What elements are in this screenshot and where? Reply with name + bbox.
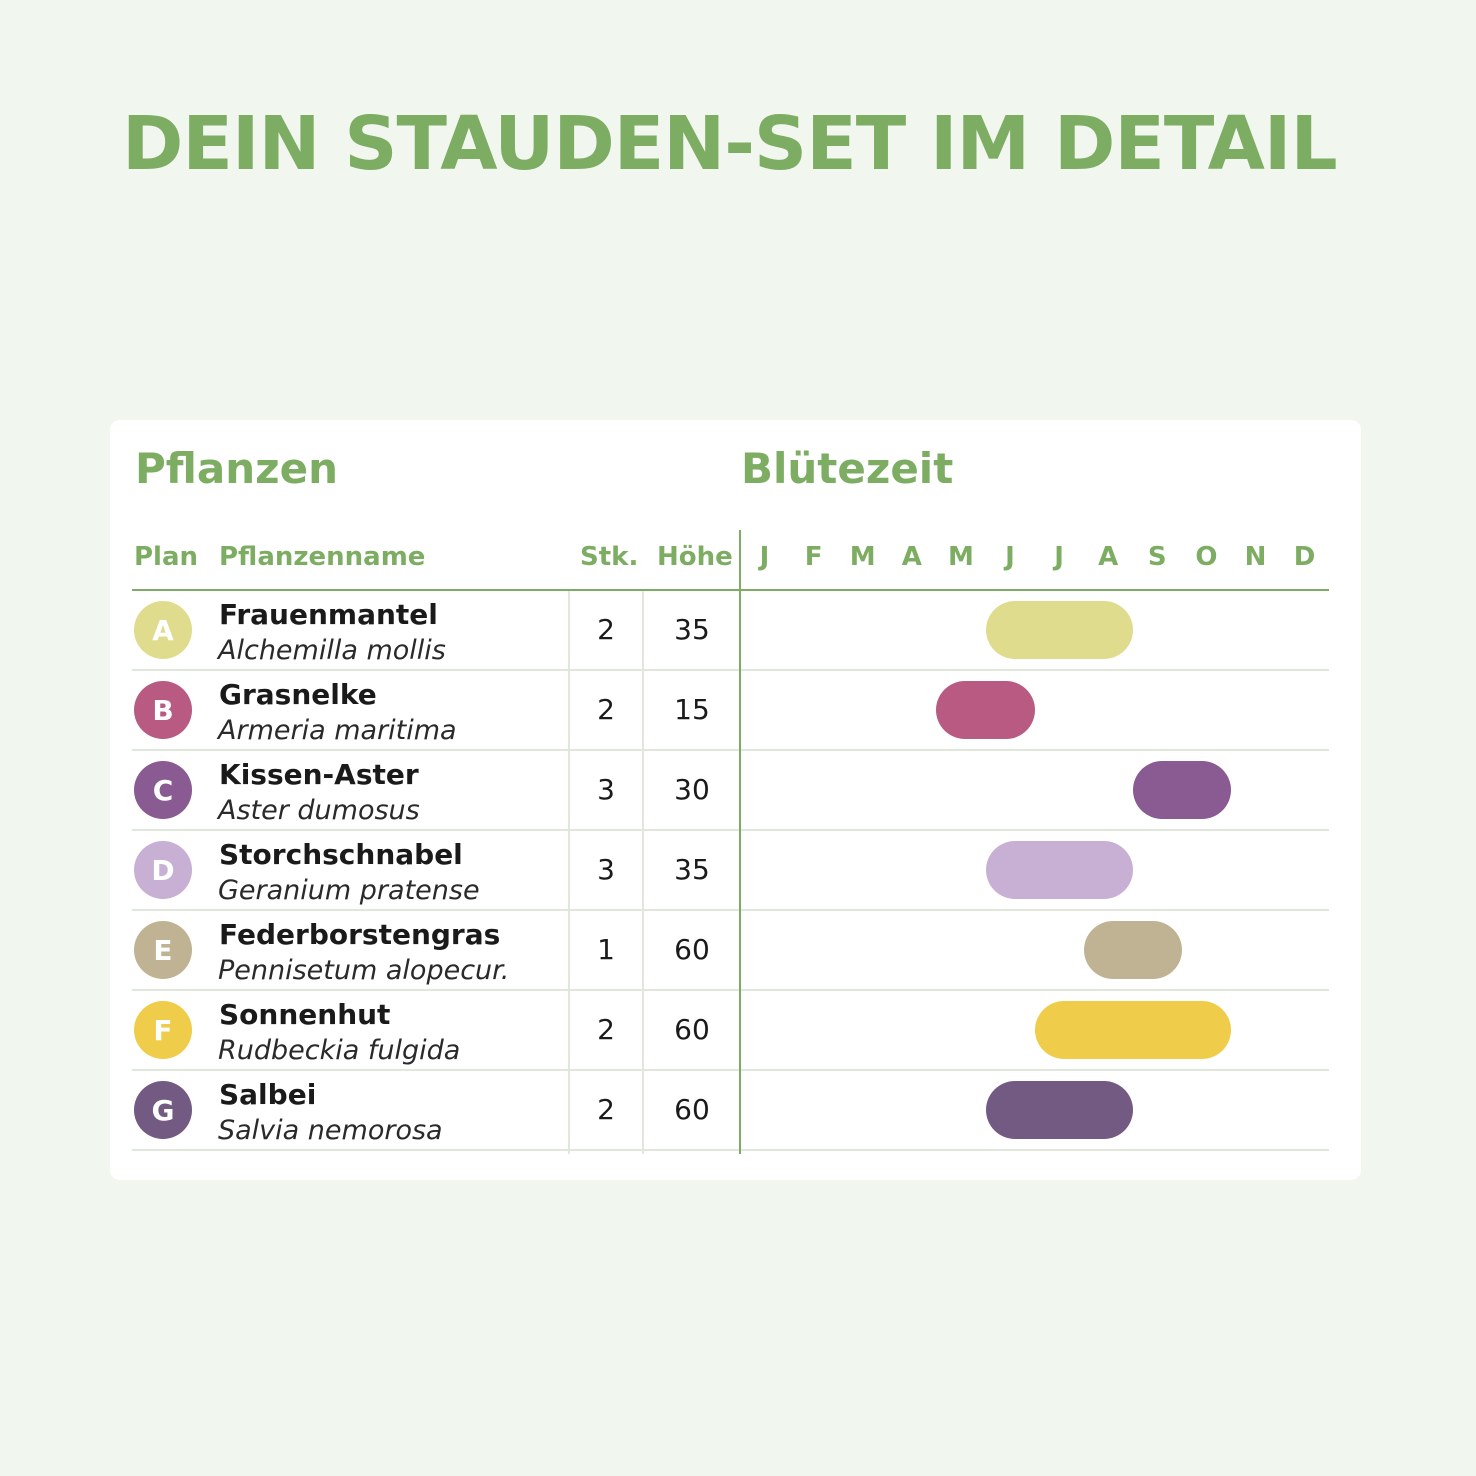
plan-letter-badge: C bbox=[134, 761, 192, 819]
quantity-cell: 2 bbox=[597, 613, 615, 646]
plan-letter-badge: B bbox=[134, 681, 192, 739]
table-row: A Frauenmantel Alchemilla mollis 2 35 bbox=[132, 591, 1329, 671]
table-row: C Kissen-Aster Aster dumosus 3 30 bbox=[132, 751, 1329, 831]
plant-name: Salbei bbox=[219, 1078, 317, 1111]
column-divider-qty bbox=[568, 591, 570, 1154]
table-row: D Storchschnabel Geranium pratense 3 35 bbox=[132, 831, 1329, 911]
quantity-cell: 2 bbox=[597, 693, 615, 726]
plant-name: Frauenmantel bbox=[219, 598, 438, 631]
column-divider-height bbox=[642, 591, 644, 1154]
plant-name: Federborstengras bbox=[219, 918, 501, 951]
quantity-cell: 3 bbox=[597, 853, 615, 886]
bloom-period-bar bbox=[1083, 921, 1182, 979]
table-row: E Federborstengras Pennisetum alopecur. 1 60 bbox=[132, 911, 1329, 991]
height-cell: 35 bbox=[674, 853, 710, 886]
section-title-plants: Pflanzen bbox=[135, 444, 338, 493]
month-header: A bbox=[1098, 542, 1119, 572]
month-header: O bbox=[1195, 542, 1218, 572]
bloom-period-bar bbox=[985, 601, 1133, 659]
bloom-divider bbox=[739, 530, 741, 1154]
height-cell: 15 bbox=[674, 693, 710, 726]
plant-latin-name: Armeria maritima bbox=[218, 715, 457, 746]
height-cell: 60 bbox=[674, 1013, 710, 1046]
month-header: J bbox=[1005, 542, 1015, 572]
height-cell: 60 bbox=[674, 1093, 710, 1126]
plant-name: Storchschnabel bbox=[219, 838, 463, 871]
table-row: G Salbei Salvia nemorosa 2 60 bbox=[132, 1071, 1329, 1151]
height-cell: 35 bbox=[674, 613, 710, 646]
plan-letter-badge: E bbox=[134, 921, 192, 979]
page-title: DEIN STAUDEN-SET IM DETAIL bbox=[122, 101, 1338, 187]
plant-name: Grasnelke bbox=[219, 678, 377, 711]
plan-letter-badge: F bbox=[134, 1001, 192, 1059]
bloom-period-bar bbox=[985, 1081, 1133, 1139]
plant-latin-name: Pennisetum alopecur. bbox=[218, 955, 510, 986]
table-row: F Sonnenhut Rudbeckia fulgida 2 60 bbox=[132, 991, 1329, 1071]
month-header: J bbox=[1054, 542, 1064, 572]
plan-letter-badge: A bbox=[134, 601, 192, 659]
column-header-plan: Plan bbox=[134, 542, 199, 572]
plant-name: Kissen-Aster bbox=[219, 758, 419, 791]
plant-table-card: Pflanzen Blütezeit Plan Pflanzenname Stk… bbox=[110, 420, 1361, 1180]
quantity-cell: 1 bbox=[597, 933, 615, 966]
plant-latin-name: Rudbeckia fulgida bbox=[218, 1035, 461, 1066]
plant-latin-name: Geranium pratense bbox=[218, 875, 480, 906]
quantity-cell: 3 bbox=[597, 773, 615, 806]
quantity-cell: 2 bbox=[597, 1093, 615, 1126]
plant-latin-name: Alchemilla mollis bbox=[218, 635, 446, 666]
quantity-cell: 2 bbox=[597, 1013, 615, 1046]
height-cell: 60 bbox=[674, 933, 710, 966]
month-header: S bbox=[1147, 542, 1167, 572]
section-title-bloom: Blütezeit bbox=[741, 444, 954, 493]
bloom-period-bar bbox=[985, 841, 1133, 899]
bloom-period-bar bbox=[1034, 1001, 1231, 1059]
bloom-period-bar bbox=[1132, 761, 1231, 819]
month-header: M bbox=[849, 542, 876, 572]
plant-latin-name: Aster dumosus bbox=[218, 795, 420, 826]
plan-letter-badge: D bbox=[134, 841, 192, 899]
month-header: N bbox=[1244, 542, 1267, 572]
column-header-qty: Stk. bbox=[580, 542, 639, 572]
bloom-period-bar bbox=[936, 681, 1035, 739]
month-header: M bbox=[947, 542, 974, 572]
plant-name: Sonnenhut bbox=[219, 998, 391, 1031]
month-header: J bbox=[759, 542, 770, 572]
plant-latin-name: Salvia nemorosa bbox=[218, 1115, 443, 1146]
table-row: B Grasnelke Armeria maritima 2 15 bbox=[132, 671, 1329, 751]
month-header: F bbox=[804, 542, 823, 572]
month-header: D bbox=[1293, 542, 1316, 572]
month-header: A bbox=[901, 542, 922, 572]
column-header-height: Höhe bbox=[657, 542, 733, 572]
plan-letter-badge: G bbox=[134, 1081, 192, 1139]
height-cell: 30 bbox=[674, 773, 710, 806]
column-header-name: Pflanzenname bbox=[219, 542, 426, 572]
header-divider bbox=[132, 589, 1329, 591]
